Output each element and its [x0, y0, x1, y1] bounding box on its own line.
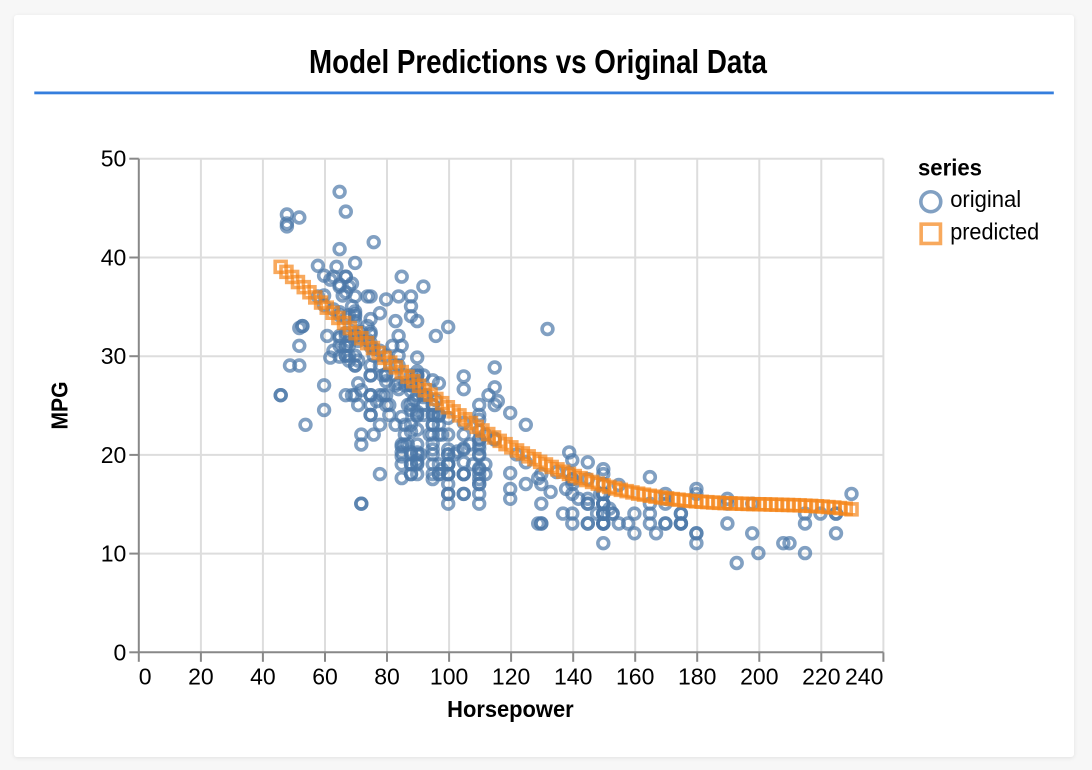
svg-text:original: original [950, 186, 1021, 212]
svg-text:160: 160 [616, 664, 654, 690]
svg-text:240: 240 [845, 664, 883, 690]
svg-text:60: 60 [312, 664, 338, 690]
svg-text:MPG: MPG [47, 382, 73, 430]
svg-text:0: 0 [139, 664, 152, 690]
svg-text:180: 180 [678, 664, 716, 690]
svg-text:140: 140 [554, 664, 592, 690]
svg-text:40: 40 [101, 245, 127, 271]
svg-text:Model Predictions vs Original: Model Predictions vs Original Data [309, 43, 768, 80]
svg-text:20: 20 [188, 664, 214, 690]
svg-text:200: 200 [740, 664, 778, 690]
svg-text:40: 40 [250, 664, 276, 690]
svg-text:80: 80 [374, 664, 400, 690]
svg-text:series: series [918, 155, 982, 181]
svg-text:50: 50 [101, 146, 127, 172]
svg-text:0: 0 [114, 639, 127, 665]
svg-text:220: 220 [802, 664, 840, 690]
svg-text:Horsepower: Horsepower [447, 696, 574, 722]
svg-text:predicted: predicted [950, 219, 1039, 245]
svg-text:20: 20 [101, 442, 127, 468]
svg-text:10: 10 [101, 541, 127, 567]
svg-text:30: 30 [101, 343, 127, 369]
svg-text:120: 120 [492, 664, 530, 690]
svg-text:100: 100 [430, 664, 468, 690]
